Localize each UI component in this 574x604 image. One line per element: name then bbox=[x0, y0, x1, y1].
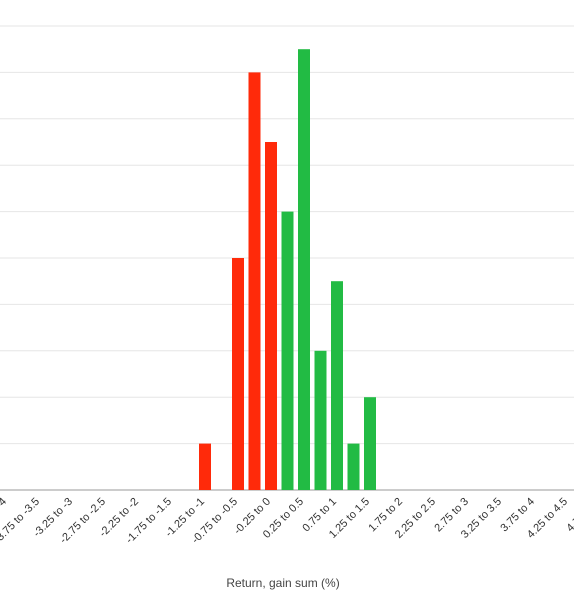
bar bbox=[331, 281, 343, 490]
bar bbox=[281, 211, 294, 490]
bar bbox=[364, 397, 376, 490]
bar bbox=[314, 350, 327, 490]
x-axis-title: Return, gain sum (%) bbox=[226, 576, 339, 590]
bar bbox=[347, 443, 360, 490]
bar bbox=[232, 258, 244, 490]
bar bbox=[298, 49, 310, 490]
bar bbox=[265, 142, 277, 490]
bar bbox=[199, 443, 211, 490]
bar bbox=[248, 72, 261, 491]
